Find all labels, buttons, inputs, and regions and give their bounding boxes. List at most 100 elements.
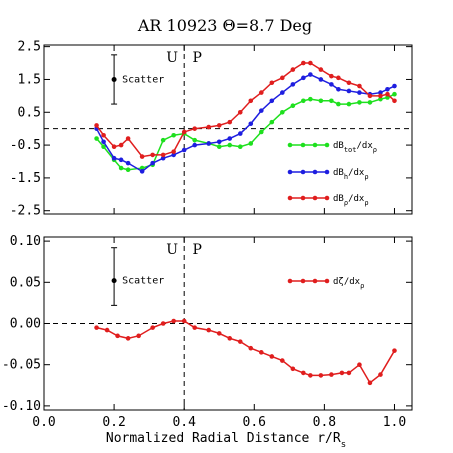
- boundary-label-u: U: [166, 50, 178, 66]
- data-point: [111, 144, 117, 150]
- boundary-label-p: P: [192, 242, 201, 258]
- legend-marker: [287, 278, 293, 284]
- chart-title: AR 10923 Θ=8.7 Deg: [137, 16, 312, 35]
- data-point: [248, 141, 254, 146]
- data-point: [392, 348, 397, 353]
- y-tick-label: -0.5: [10, 138, 41, 153]
- data-point: [181, 129, 187, 135]
- data-point: [248, 345, 254, 351]
- data-point: [378, 93, 383, 99]
- data-point: [357, 83, 362, 89]
- data-point: [290, 67, 296, 72]
- data-point: [385, 91, 390, 97]
- boundary-label-u: U: [166, 242, 178, 258]
- data-point: [248, 121, 254, 127]
- data-point: [125, 336, 131, 341]
- x-tick-label: 0.0: [32, 415, 55, 430]
- data-point: [269, 119, 275, 125]
- legend-marker: [312, 169, 318, 175]
- data-point: [160, 155, 166, 161]
- scatter-label: Scatter: [122, 276, 164, 287]
- legend-marker: [324, 278, 330, 284]
- data-point: [227, 336, 233, 341]
- data-point: [367, 100, 373, 105]
- legend-label: dBρ/dxρ: [333, 194, 369, 207]
- legend-marker: [300, 278, 306, 284]
- data-point: [94, 325, 99, 330]
- data-point: [160, 321, 166, 326]
- data-point: [216, 144, 222, 150]
- data-point: [378, 96, 383, 102]
- y-tick-label: 0.05: [10, 275, 41, 290]
- legend-label: dBh/dxρ: [333, 168, 369, 181]
- x-tick-label: 0.6: [243, 415, 266, 430]
- legend-marker: [300, 195, 306, 201]
- data-point: [94, 136, 99, 141]
- data-point: [206, 124, 212, 130]
- data-point: [150, 160, 155, 166]
- data-point: [346, 370, 352, 376]
- data-point: [192, 142, 198, 148]
- data-point: [336, 75, 341, 81]
- data-point: [280, 358, 285, 363]
- data-point: [237, 131, 243, 136]
- data-point: [150, 152, 155, 158]
- data-point: [385, 95, 390, 100]
- y-tick-label: 1.5: [18, 72, 41, 87]
- data-point: [357, 100, 362, 105]
- data-point: [258, 108, 264, 113]
- data-point: [346, 101, 352, 107]
- data-point: [216, 123, 222, 128]
- data-point: [206, 327, 212, 333]
- data-point: [308, 60, 313, 66]
- data-point: [115, 333, 120, 339]
- data-point: [101, 139, 106, 145]
- data-point: [346, 88, 352, 94]
- boundary-label-p: P: [192, 50, 201, 66]
- x-tick-label: 1.0: [383, 415, 406, 430]
- data-point: [94, 123, 99, 128]
- legend-label: dζ/dxρ: [333, 277, 364, 290]
- y-tick-label: -0.10: [2, 399, 41, 414]
- x-axis-label: Normalized Radial Distance r/Rs: [106, 431, 346, 450]
- legend-marker: [287, 142, 293, 148]
- data-point: [329, 82, 334, 87]
- data-point: [118, 165, 124, 171]
- data-point: [118, 157, 124, 163]
- data-point: [139, 165, 145, 171]
- data-point: [280, 90, 285, 95]
- y-tick-label: 0.5: [18, 105, 41, 120]
- data-point: [139, 154, 145, 159]
- data-point: [216, 331, 222, 336]
- data-point: [378, 90, 383, 95]
- data-point: [280, 109, 285, 115]
- data-point: [392, 98, 397, 104]
- legend-marker: [312, 142, 318, 148]
- data-point: [329, 372, 334, 377]
- data-point: [237, 109, 243, 115]
- legend-marker: [312, 195, 318, 201]
- data-point: [181, 318, 187, 324]
- data-point: [171, 318, 176, 324]
- data-point: [192, 126, 198, 131]
- data-point: [385, 87, 390, 92]
- data-point: [318, 77, 324, 82]
- y-tick-label: 0.10: [10, 234, 41, 249]
- data-point: [171, 152, 176, 158]
- data-point: [171, 132, 176, 138]
- data-point: [329, 98, 334, 104]
- legend-marker: [300, 169, 306, 175]
- legend-marker: [324, 142, 330, 148]
- bottom-panel: 0.0 0.2 0.4 0.6 0.8 1.0 0.10 0.05 0.00 -0.05 -0.10…: [2, 234, 413, 430]
- data-point: [269, 80, 275, 86]
- data-point: [258, 129, 264, 135]
- data-point: [269, 354, 275, 359]
- legend-label: dBtot/dxρ: [333, 141, 377, 154]
- data-point: [392, 91, 397, 97]
- top-panel: 2.5 1.5 0.5 -0.5 -1.5 -2.5 U P Scatter dBtot/dxρ d…: [10, 40, 413, 219]
- scatter-label: Scatter: [122, 74, 164, 85]
- data-point: [367, 93, 373, 99]
- y-tick-label: -1.5: [10, 171, 41, 186]
- data-point: [301, 60, 306, 66]
- data-point: [227, 142, 233, 148]
